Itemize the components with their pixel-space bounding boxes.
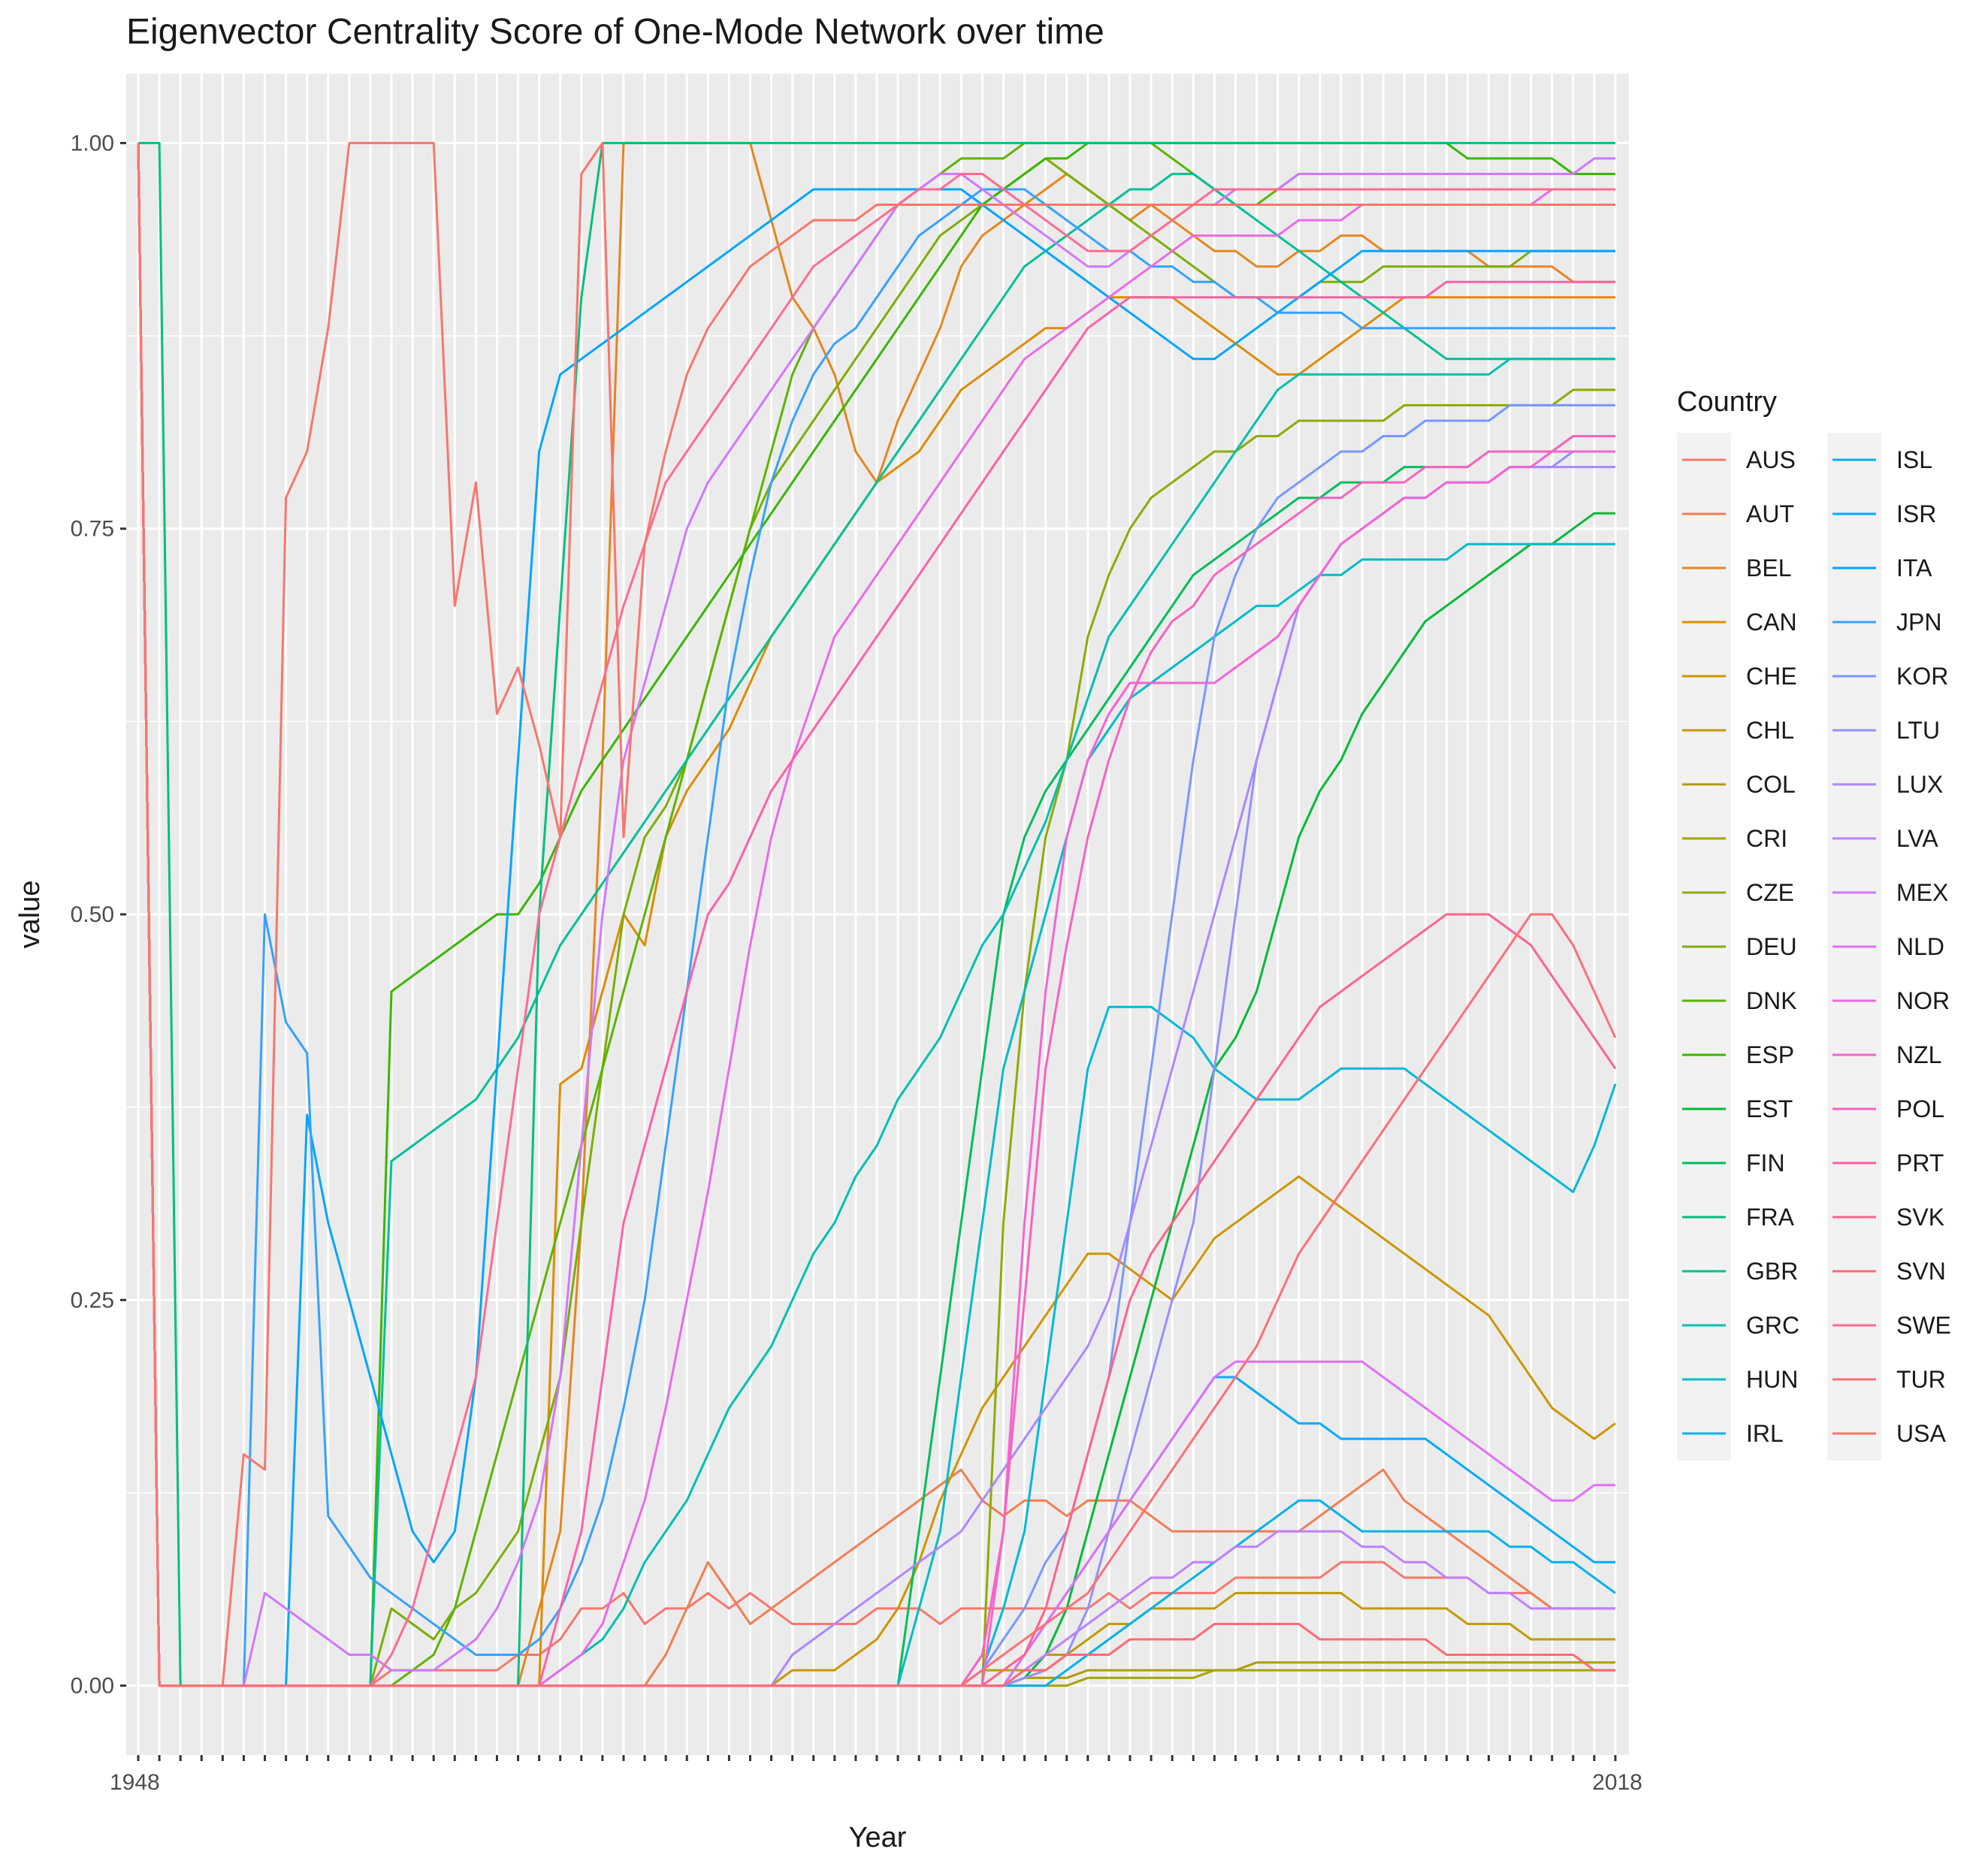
y-tick-label: 1.00	[71, 131, 114, 156]
legend-label-bel: BEL	[1746, 554, 1791, 582]
y-tick-label: 0.25	[71, 1288, 114, 1313]
legend-label-jpn: JPN	[1896, 609, 1941, 636]
legend-label-lux: LUX	[1896, 771, 1943, 798]
series-line-gbr	[137, 143, 1615, 1687]
legend-label-svn: SVN	[1896, 1258, 1946, 1285]
series-line-deu	[137, 143, 1615, 1687]
legend-label-mex: MEX	[1896, 879, 1948, 906]
y-axis: 0.00 0.25 0.50 0.75 1.00	[71, 131, 126, 1699]
y-tick-label: 0.75	[71, 517, 114, 542]
series-line-tur	[137, 143, 1617, 1687]
legend-label-fin: FIN	[1746, 1150, 1785, 1177]
legend-label-nor: NOR	[1896, 987, 1950, 1014]
legend-label-svk: SVK	[1896, 1204, 1944, 1231]
legend-label-irl: IRL	[1746, 1420, 1784, 1447]
series-line-ita	[137, 143, 1615, 1687]
series-lines	[137, 141, 1617, 1687]
legend-label-swe: SWE	[1896, 1312, 1951, 1339]
legend-label-cze: CZE	[1746, 879, 1794, 906]
legend-label-che: CHE	[1746, 663, 1797, 690]
legend-label-isl: ISL	[1896, 446, 1932, 473]
series-line-swe	[137, 143, 1615, 1687]
legend-label-hun: HUN	[1746, 1366, 1798, 1393]
legend-label-kor: KOR	[1896, 663, 1948, 690]
legend-label-fra: FRA	[1746, 1204, 1795, 1231]
legend-label-ltu: LTU	[1896, 717, 1940, 744]
legend-label-nzl: NZL	[1896, 1041, 1941, 1068]
legend-label-lva: LVA	[1896, 825, 1938, 852]
chart-title: Eigenvector Centrality Score of One-Mode…	[126, 12, 1104, 52]
legend-label-aut: AUT	[1746, 500, 1794, 527]
x-axis-title: Year	[849, 1822, 907, 1853]
legend-title: Country	[1677, 386, 1777, 418]
y-tick-label: 0.50	[71, 902, 114, 927]
legend: AUS AUT BEL CAN CHE CHL COL CRI CZE DEU DNK ESP EST F…	[1677, 433, 1951, 1461]
legend-label-usa: USA	[1896, 1420, 1946, 1447]
series-line-usa	[137, 141, 1615, 1687]
x-tick-label-first: 1948	[110, 1770, 160, 1795]
series-line-aus	[137, 143, 1615, 1687]
legend-label-dnk: DNK	[1746, 987, 1797, 1014]
y-tick-label: 0.00	[71, 1674, 114, 1699]
legend-label-ita: ITA	[1896, 554, 1932, 582]
x-axis: 1948 2018	[110, 1755, 1642, 1795]
legend-label-aus: AUS	[1746, 446, 1796, 473]
legend-label-chl: CHL	[1746, 717, 1794, 744]
legend-label-nld: NLD	[1896, 933, 1944, 960]
legend-label-col: COL	[1746, 771, 1796, 798]
legend-label-can: CAN	[1746, 609, 1797, 636]
legend-label-est: EST	[1746, 1095, 1793, 1122]
y-axis-title: value	[14, 881, 46, 949]
series-line-jpn	[137, 143, 1615, 1687]
legend-label-deu: DEU	[1746, 933, 1797, 960]
x-tick-label-last: 2018	[1592, 1770, 1642, 1795]
legend-label-gbr: GBR	[1746, 1258, 1798, 1285]
legend-label-esp: ESP	[1746, 1041, 1794, 1068]
legend-label-grc: GRC	[1746, 1312, 1799, 1339]
legend-label-cri: CRI	[1746, 825, 1787, 852]
legend-label-prt: PRT	[1896, 1150, 1944, 1177]
legend-label-isr: ISR	[1896, 500, 1936, 527]
legend-label-pol: POL	[1896, 1095, 1944, 1122]
legend-label-tur: TUR	[1896, 1366, 1946, 1393]
